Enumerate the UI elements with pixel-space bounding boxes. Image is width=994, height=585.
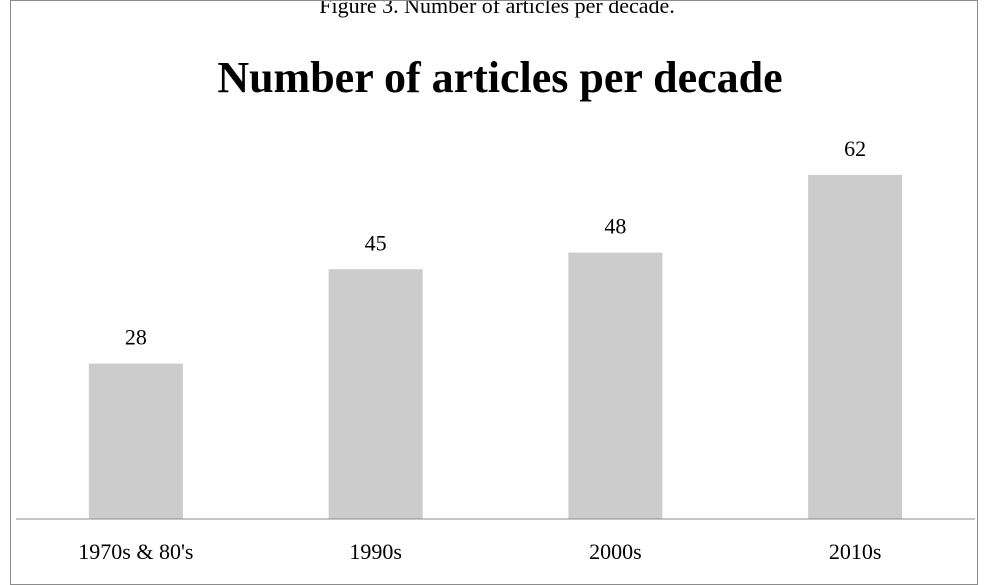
x-tick-label-0: 1970s & 80's [78,539,193,564]
figure-caption: Figure 3. Number of articles per decade. [319,0,675,18]
chart-title: Number of articles per decade [217,53,782,102]
x-tick-label-1: 1990s [349,539,402,564]
data-label-3: 62 [844,136,866,161]
bar-3 [808,174,903,519]
data-label-2: 48 [604,214,626,239]
data-label-1: 45 [365,230,387,255]
x-tick-label-2: 2000s [589,539,642,564]
bar-0 [88,363,183,519]
data-label-0: 28 [125,325,147,350]
x-tick-label-3: 2010s [829,539,882,564]
bar-2 [568,252,663,519]
bar-1 [328,269,423,519]
